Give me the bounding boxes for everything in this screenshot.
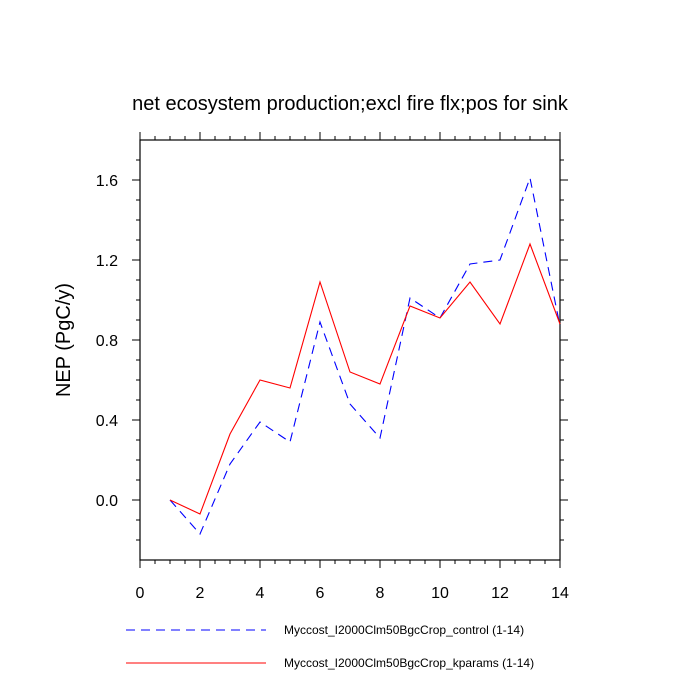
y-tick-label: 1.6	[96, 173, 118, 190]
x-tick-label: 0	[136, 585, 145, 602]
legend-label-2: Myccost_I2000Clm50BgcCrop_kparams (1-14)	[284, 656, 534, 670]
y-tick-label: 0.4	[96, 413, 118, 430]
series-line-1	[169, 175, 561, 536]
legend: Myccost_I2000Clm50BgcCrop_control (1-14)…	[126, 623, 534, 670]
x-tick-label: 14	[551, 585, 569, 602]
x-tick-label: 4	[256, 585, 265, 602]
x-tick-label: 2	[196, 585, 205, 602]
legend-label-1: Myccost_I2000Clm50BgcCrop_control (1-14)	[284, 623, 524, 637]
x-tick-label: 10	[431, 585, 449, 602]
y-tick-label: 0.8	[96, 333, 118, 350]
y-tick-label: 1.2	[96, 253, 118, 270]
plot-frame	[139, 139, 561, 561]
series-line-2	[169, 242, 561, 515]
x-tick-label: 12	[491, 585, 509, 602]
x-tick-label: 8	[376, 585, 385, 602]
plot-area: 0 2 4 6 8 10 12 14 0.0 0.4 0.8 1.2 1.6	[96, 132, 569, 602]
y-tick-label: 0.0	[96, 493, 118, 510]
chart-title: net ecosystem production;excl fire flx;p…	[132, 93, 569, 115]
x-tick-label: 6	[316, 585, 325, 602]
y-axis-label: NEP (PgC/y)	[53, 283, 75, 397]
